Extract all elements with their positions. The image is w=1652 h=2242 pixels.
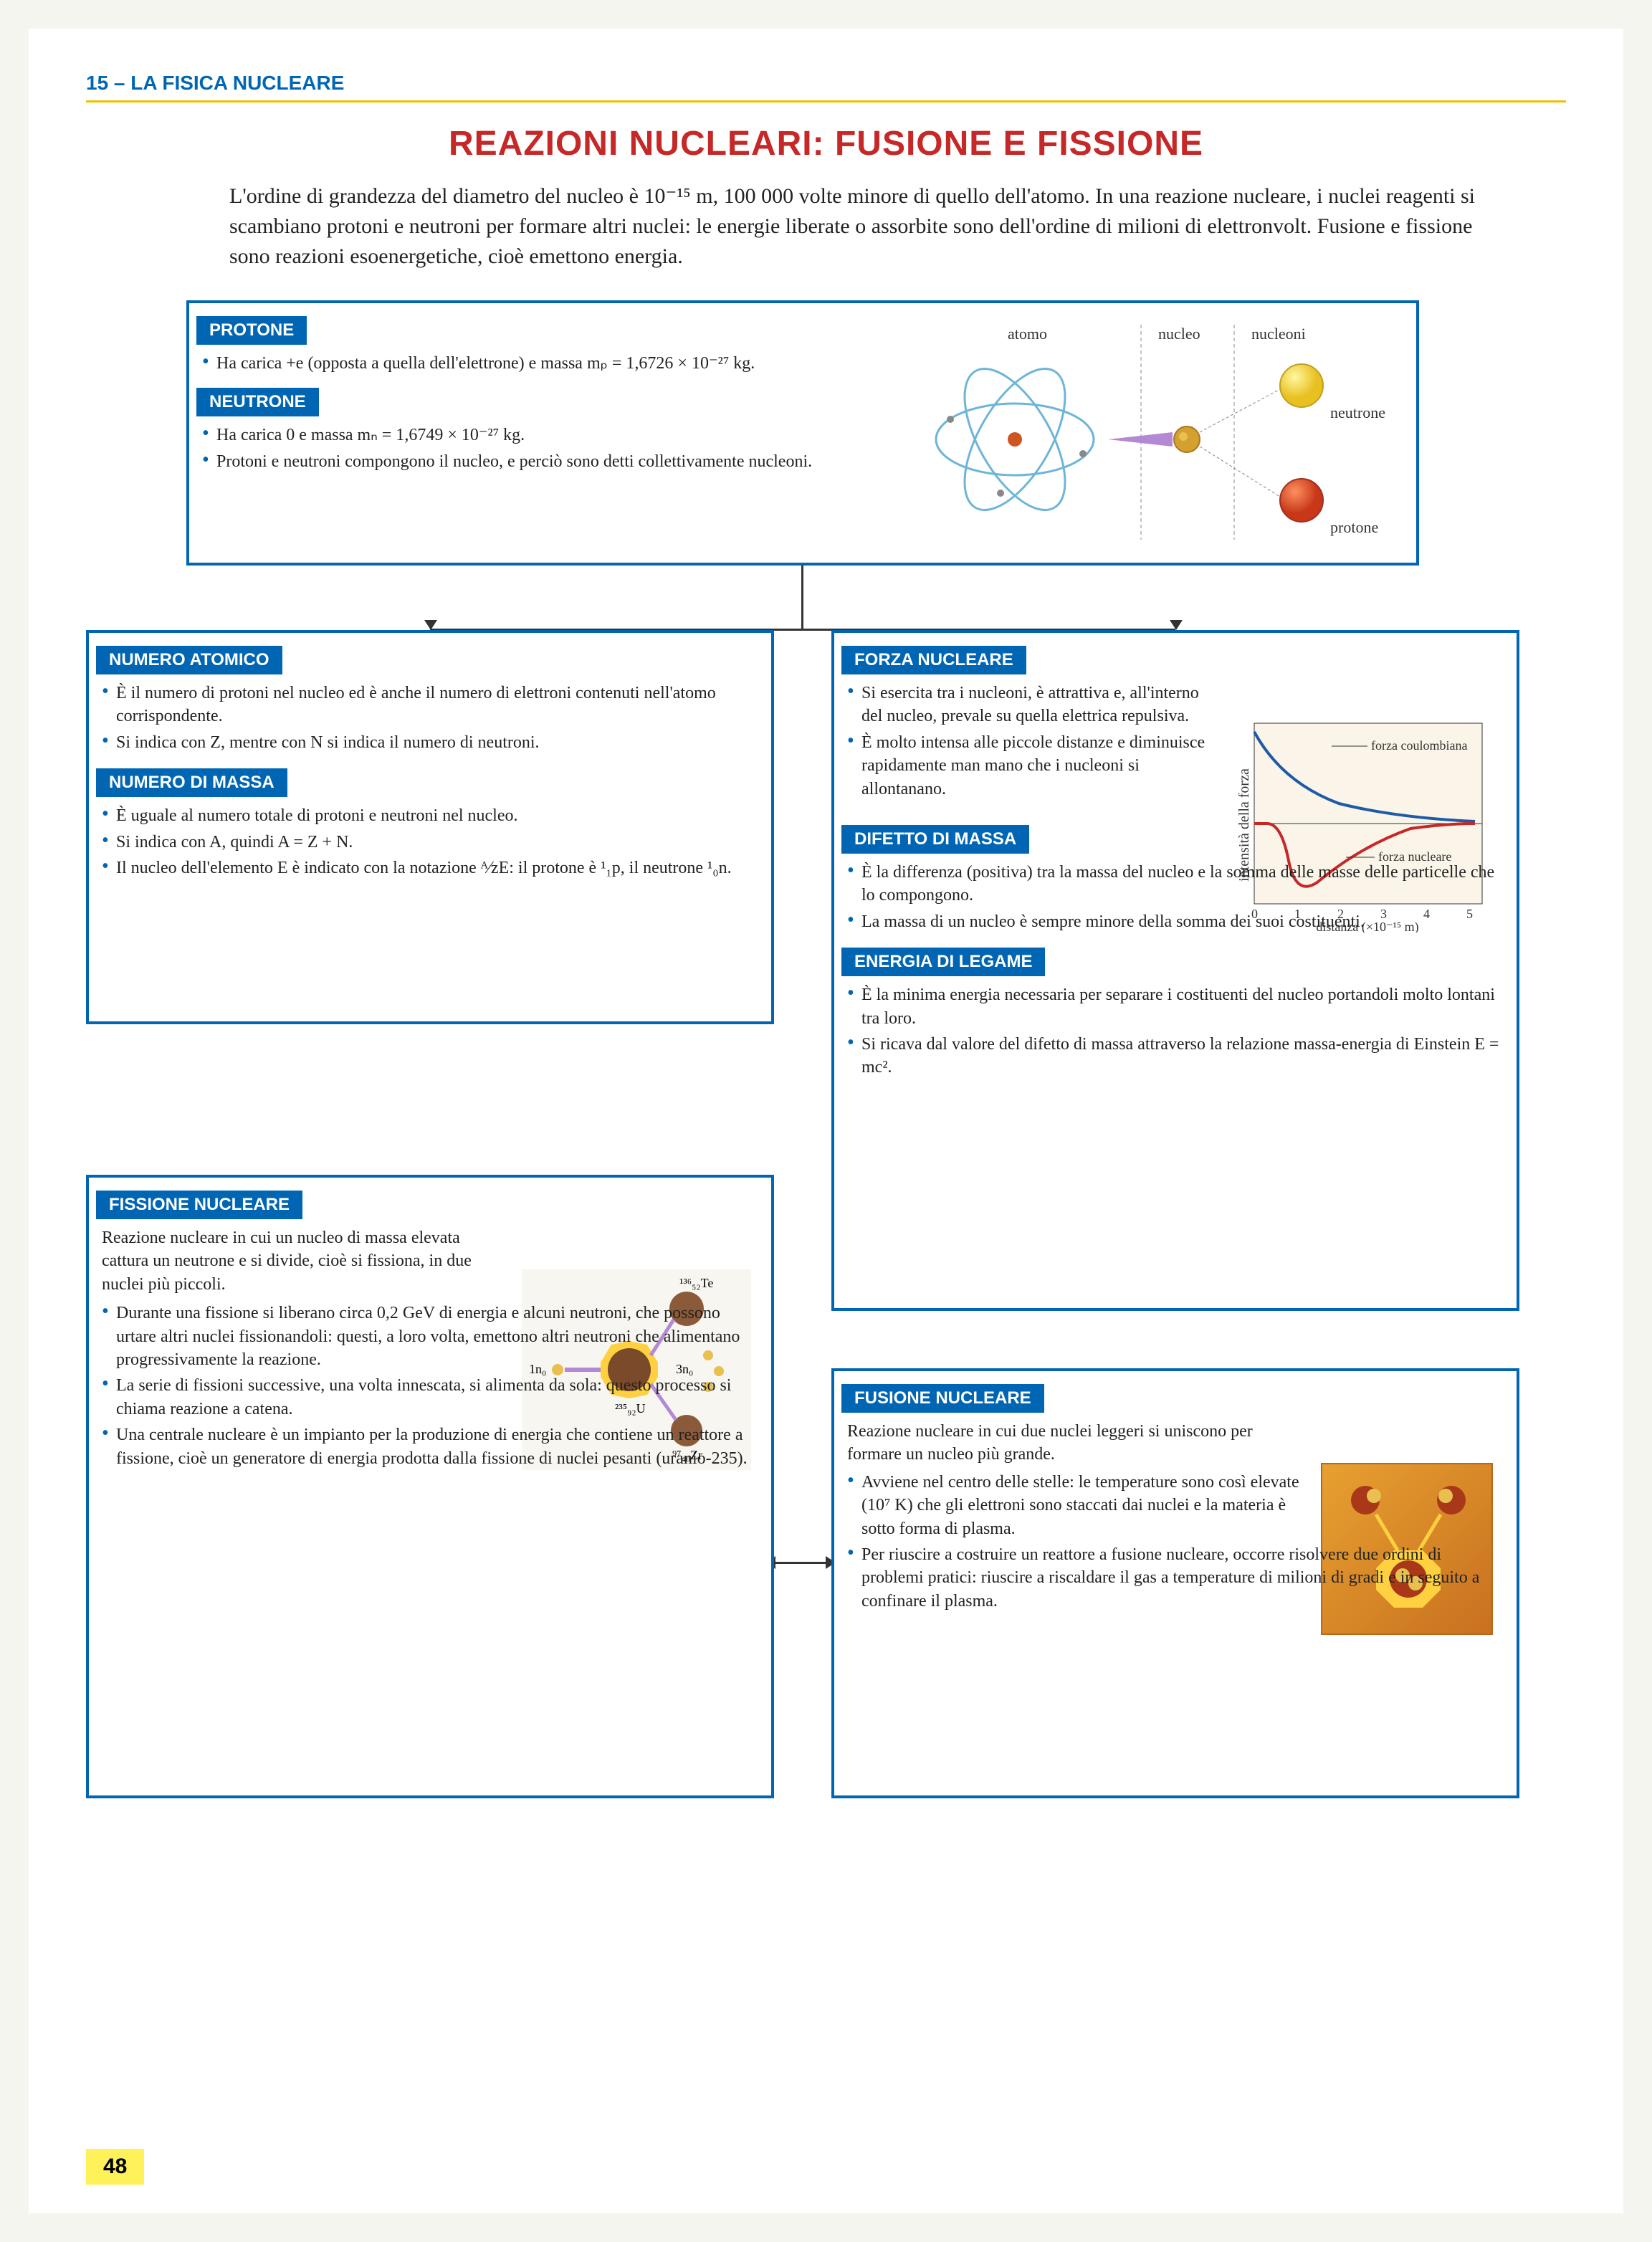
intro-paragraph: L'ordine di grandezza del diametro del n… xyxy=(229,181,1480,272)
difetto-item: La massa di un nucleo è sempre minore de… xyxy=(847,910,1504,933)
energia-item: È la minima energia necessaria per separ… xyxy=(847,983,1504,1030)
svg-text:¹³⁶₅₂Te: ¹³⁶₅₂Te xyxy=(679,1276,713,1290)
energia-item: Si ricava dal valore del difetto di mass… xyxy=(847,1033,1504,1079)
protone-item: Ha carica +e (opposta a quella dell'elet… xyxy=(202,352,847,375)
box-protone-neutrone: PROTONE Ha carica +e (opposta a quella d… xyxy=(186,300,1419,566)
label-forza: FORZA NUCLEARE xyxy=(841,646,1026,674)
connector xyxy=(801,566,803,630)
box-fusione: FUSIONE NUCLEARE Reazione nucleare in cu… xyxy=(831,1368,1519,1798)
nummassa-item: È uguale al numero totale di protoni e n… xyxy=(102,804,758,827)
label-numero-massa: NUMERO DI MASSA xyxy=(96,768,287,797)
label-protone: protone xyxy=(1330,518,1378,536)
neutrone-item: Ha carica 0 e massa mₙ = 1,6749 × 10⁻²⁷ … xyxy=(202,424,847,447)
label-energia: ENERGIA DI LEGAME xyxy=(841,948,1045,976)
label-difetto: DIFETTO DI MASSA xyxy=(841,825,1029,854)
fissione-item: Durante una fissione si liberano circa 0… xyxy=(102,1302,758,1371)
connector xyxy=(774,1562,831,1564)
neutrone-item: Protoni e neutroni compongono il nucleo,… xyxy=(202,450,847,473)
label-fusione: FUSIONE NUCLEARE xyxy=(841,1384,1044,1413)
label-fissione: FISSIONE NUCLEARE xyxy=(96,1191,302,1219)
arrow-icon xyxy=(1170,620,1183,630)
atom-diagram: atomo nucleo nucleoni xyxy=(900,318,1402,547)
label-neutrone: NEUTRONE xyxy=(196,388,319,416)
arrow-icon xyxy=(424,620,437,630)
box-fissione: FISSIONE NUCLEARE Reazione nucleare in c… xyxy=(86,1175,774,1798)
fissione-item: La serie di fissioni successive, una vol… xyxy=(102,1374,758,1421)
nummassa-item: Il nucleo dell'elemento E è indicato con… xyxy=(102,857,758,879)
label-protone: PROTONE xyxy=(196,316,307,345)
label-nucleoni: nucleoni xyxy=(1251,325,1306,343)
fusione-intro: Reazione nucleare in cui due nuclei legg… xyxy=(847,1420,1306,1466)
fissione-intro: Reazione nucleare in cui un nucleo di ma… xyxy=(102,1226,503,1296)
svg-text:forza coulombiana: forza coulombiana xyxy=(1371,738,1467,753)
forza-item: È molto intensa alle piccole distanze e … xyxy=(847,731,1220,801)
nummassa-item: Si indica con A, quindi A = Z + N. xyxy=(102,831,758,854)
difetto-item: È la differenza (positiva) tra la massa … xyxy=(847,861,1504,907)
box-numero: NUMERO ATOMICO È il numero di protoni ne… xyxy=(86,630,774,1024)
diagram-container: PROTONE Ha carica +e (opposta a quella d… xyxy=(86,300,1566,2056)
main-title: REAZIONI NUCLEARI: FUSIONE E FISSIONE xyxy=(86,124,1566,163)
fusione-item: Per riuscire a costruire un reattore a f… xyxy=(847,1543,1504,1613)
fissione-item: Una centrale nucleare è un impianto per … xyxy=(102,1423,758,1470)
forza-item: Si esercita tra i nucleoni, è attrattiva… xyxy=(847,682,1220,728)
numatom-item: È il numero di protoni nel nucleo ed è a… xyxy=(102,682,758,728)
box-forza: FORZA NUCLEARE Si esercita tra i nucleon… xyxy=(831,630,1519,1311)
numatom-item: Si indica con Z, mentre con N si indica … xyxy=(102,731,758,754)
page-number: 48 xyxy=(86,2149,144,2185)
label-neutrone: neutrone xyxy=(1330,404,1385,421)
chapter-header: 15 – LA FISICA NUCLEARE xyxy=(86,72,1566,102)
label-atomo: atomo xyxy=(1008,325,1047,343)
label-numero-atomico: NUMERO ATOMICO xyxy=(96,646,282,674)
page: 15 – LA FISICA NUCLEARE REAZIONI NUCLEAR… xyxy=(29,29,1623,2213)
label-nucleo: nucleo xyxy=(1158,325,1200,343)
fusione-item: Avviene nel centro delle stelle: le temp… xyxy=(847,1471,1306,1540)
